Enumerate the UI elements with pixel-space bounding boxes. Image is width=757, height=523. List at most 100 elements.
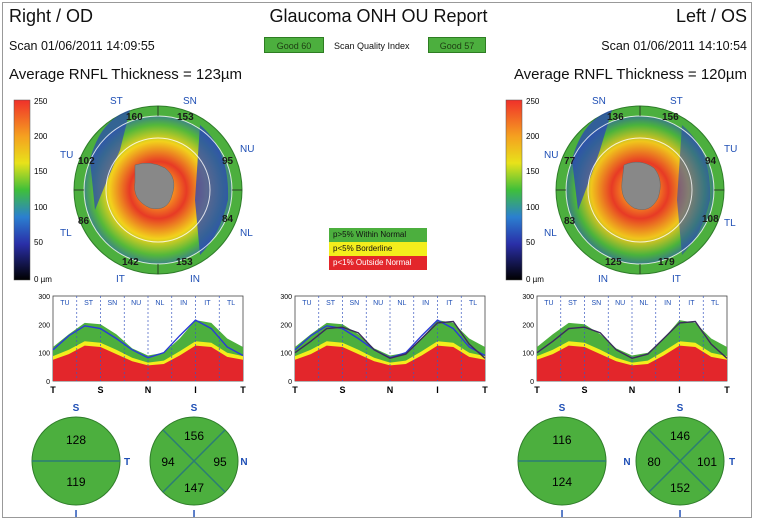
od-sector-label: IT: [204, 300, 211, 307]
od-sector-nu: NU: [240, 144, 254, 155]
os-sector-label: ST: [568, 300, 578, 307]
os-y-tick: 0: [530, 379, 534, 386]
od-hemi-t-label: T: [124, 457, 130, 468]
ou-x-label: T: [482, 385, 488, 395]
os-value-it: 179: [658, 257, 675, 268]
od-x-label: I: [194, 385, 197, 395]
os-hemi-n-label: N: [623, 457, 630, 468]
od-sector-nl: NL: [240, 228, 253, 239]
od-sector-in: IN: [190, 274, 200, 285]
ou-x-label: S: [339, 385, 345, 395]
ou-sector-label: TU: [302, 300, 311, 307]
ou-y-tick: 300: [280, 294, 292, 301]
od-value-tu: 102: [78, 156, 95, 167]
os-sector-nl: NL: [544, 228, 557, 239]
os-y-tick: 300: [522, 294, 534, 301]
os-hemi-i-label: I: [561, 509, 564, 520]
od-sector-label: TL: [227, 300, 235, 307]
os-value-tl: 108: [702, 214, 719, 225]
ou-sector-label: NL: [397, 300, 406, 307]
os-hemi-inferior: 124: [552, 475, 572, 489]
os-colorbar-tick: 250: [526, 97, 540, 106]
os-sector-st: ST: [670, 96, 683, 107]
os-x-label: T: [724, 385, 730, 395]
ou-sector-label: IT: [446, 300, 453, 307]
os-x-label: S: [581, 385, 587, 395]
od-rnfl-line: [52, 319, 244, 359]
os-quad-n: 80: [647, 455, 661, 469]
ou-y-tick: 0: [288, 379, 292, 386]
od-quad-t: 94: [161, 455, 175, 469]
od-x-label: T: [50, 385, 56, 395]
od-y-tick: 300: [38, 294, 50, 301]
ou-rnfl-line: [294, 320, 486, 360]
os-sector-label: NL: [639, 300, 648, 307]
od-sector-it: IT: [116, 274, 125, 285]
ou-y-tick: 200: [280, 322, 292, 329]
os-rnfl-line: [536, 320, 728, 360]
os-hemi-s-label: S: [559, 403, 566, 414]
od-scan-date: Scan 01/06/2011 14:09:55: [9, 39, 155, 53]
os-sector-nu: NU: [544, 150, 558, 161]
od-x-label: N: [145, 385, 152, 395]
od-sector-label: NU: [131, 300, 141, 307]
ou-sector-label: SN: [350, 300, 360, 307]
os-sector-label: SN: [592, 300, 602, 307]
od-sector-label: ST: [84, 300, 94, 307]
od-hemi-inferior: 119: [66, 475, 85, 489]
os-sector-in: IN: [598, 274, 608, 285]
od-value-nl: 84: [222, 214, 234, 225]
ou-sector-label: IN: [422, 300, 429, 307]
ou-x-label: I: [436, 385, 439, 395]
os-sector-label: NU: [615, 300, 625, 307]
od-sector-label: SN: [108, 300, 118, 307]
os-colorbar-tick: 0 µm: [526, 275, 544, 284]
os-quad-s-label: S: [677, 403, 684, 414]
os-scan-date: Scan 01/06/2011 14:10:54: [601, 39, 747, 53]
od-value-in: 153: [176, 257, 193, 268]
od-value-nu: 95: [222, 156, 234, 167]
os-thickness-map: 136 156 94 108 179 125 83 77 SN ST TU TL…: [544, 96, 737, 285]
ou-sector-label: NU: [373, 300, 383, 307]
od-quad-n: 95: [213, 455, 227, 469]
od-y-tick: 200: [38, 322, 50, 329]
os-sector-it: IT: [672, 274, 681, 285]
os-quality-badge: Good 57: [428, 37, 486, 53]
legend-outside-normal: p<1% Outside Normal: [329, 256, 427, 270]
right-eye-label: Right / OD: [9, 6, 94, 26]
od-sector-label: IN: [180, 300, 187, 307]
os-colorbar-tick: 200: [526, 132, 540, 141]
os-value-nl: 83: [564, 216, 576, 227]
od-y-tick: 100: [38, 351, 50, 358]
od-quad-s-label: S: [191, 403, 198, 414]
od-value-st: 160: [126, 112, 143, 123]
os-y-tick: 200: [522, 322, 534, 329]
od-value-it: 142: [122, 257, 139, 268]
scan-quality-label: Scan Quality Index: [334, 41, 410, 51]
os-hemisphere-circle: 116 124 S I N: [517, 403, 631, 520]
ou-x-label: N: [387, 385, 394, 395]
od-quad-n-label: N: [240, 457, 247, 468]
os-sector-label: TU: [544, 300, 553, 307]
od-sector-sn: SN: [183, 96, 197, 107]
os-quad-i-label: I: [679, 509, 682, 520]
od-sector-tl: TL: [60, 228, 72, 239]
os-colorbar: 250 200 150 100 50 0 µm: [505, 97, 544, 284]
os-quad-i: 152: [670, 481, 690, 495]
os-x-label: T: [534, 385, 540, 395]
od-hemi-s-label: S: [73, 403, 80, 414]
report-frame: [2, 2, 752, 518]
ou-sector-label: ST: [326, 300, 336, 307]
ou-y-tick: 100: [280, 351, 292, 358]
os-value-sn: 136: [607, 112, 624, 123]
legend-borderline: p<5% Borderline: [329, 242, 427, 256]
os-hemi-superior: 116: [552, 433, 571, 447]
os-value-tu: 94: [705, 156, 717, 167]
od-sector-tu: TU: [60, 150, 73, 161]
os-quad-s: 146: [670, 429, 690, 443]
os-colorbar-tick: 50: [526, 238, 535, 247]
os-sector-label: IN: [664, 300, 671, 307]
od-sector-label: NL: [155, 300, 164, 307]
